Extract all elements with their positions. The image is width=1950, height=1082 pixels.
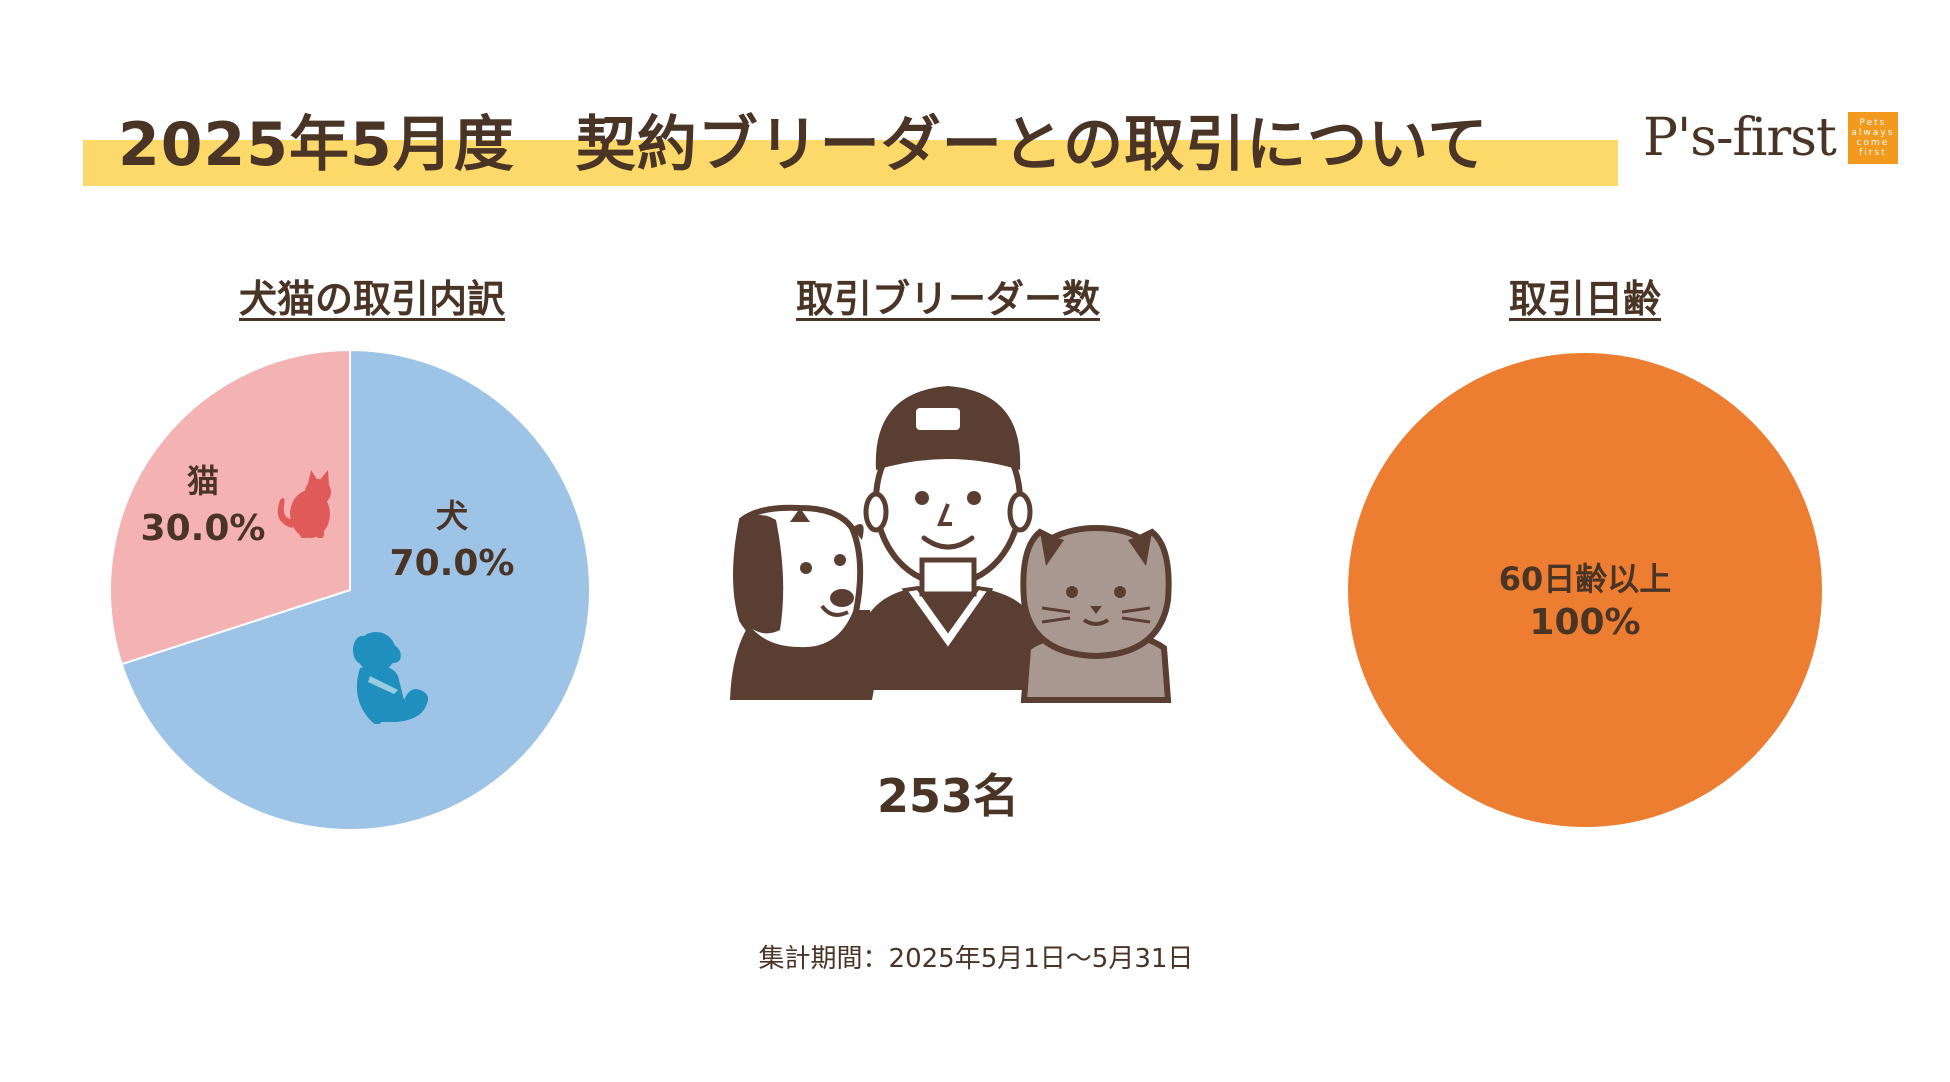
dog-cat-pie-chart: [108, 348, 591, 831]
page-title: 2025年5月度 契約ブリーダーとの取引について: [118, 110, 1489, 180]
dog-cat-breakdown-heading: 犬猫の取引内訳: [238, 277, 506, 321]
pie-slice-dog: [120, 348, 591, 831]
trade-age-pie-chart: [1346, 351, 1824, 829]
breeder-count-value: 253名: [876, 769, 1020, 823]
age-value-label: 100%: [1529, 602, 1640, 643]
logo-badge-line: always: [1851, 128, 1895, 138]
cat-icon: [277, 470, 331, 538]
breeder-count-heading: 取引ブリーダー数: [795, 277, 1101, 321]
trade-age-heading: 取引日齢: [1508, 277, 1662, 321]
logo-badge-line: come: [1856, 138, 1890, 148]
logo-badge: Pets always come first: [1847, 112, 1898, 164]
dog-category-label: 犬: [436, 497, 468, 535]
title-highlight-bar: [83, 140, 1618, 186]
logo-text: P's-first: [1643, 108, 1837, 168]
dog-value-label: 70.0%: [390, 543, 515, 584]
logo-badge-line: Pets: [1859, 118, 1887, 128]
age-category-label: 60日齢以上: [1499, 560, 1672, 598]
aggregation-period: 集計期間：2025年5月1日～5月31日: [758, 944, 1194, 974]
logo-badge-line: first: [1859, 148, 1887, 158]
brand-logo: P's-first Pets always come first: [1643, 108, 1898, 168]
cat-value-label: 30.0%: [141, 508, 266, 549]
pie-slice-60-days-plus: [1346, 351, 1824, 829]
breeder-illustration: [730, 386, 1172, 703]
cat-category-label: 猫: [187, 462, 219, 500]
pie-slice-cat: [108, 348, 351, 666]
dog-icon: [353, 632, 428, 724]
